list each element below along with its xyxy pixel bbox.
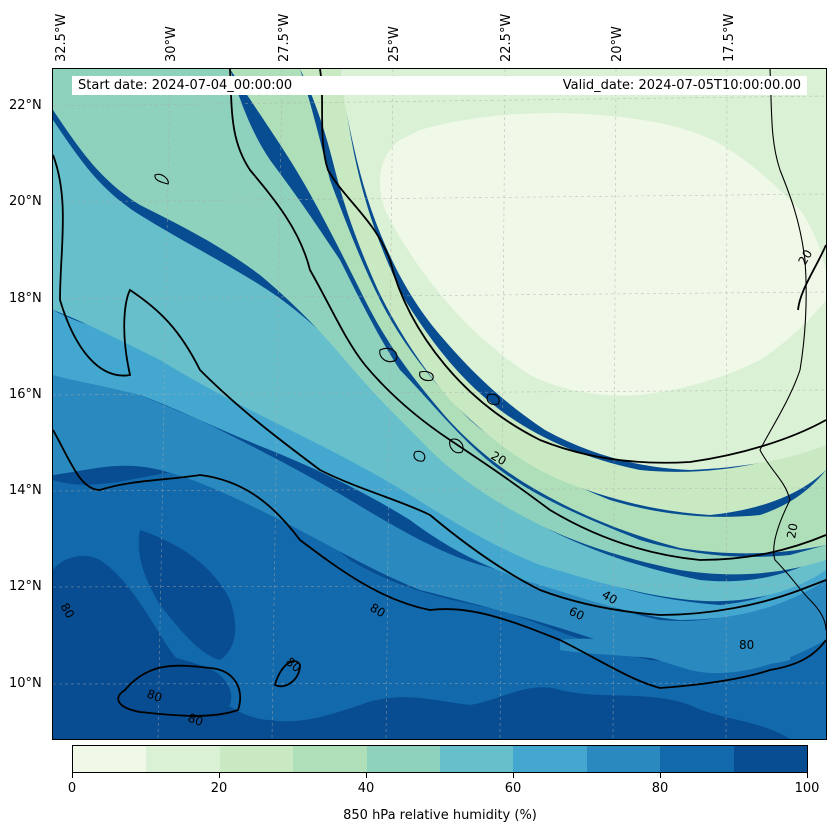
colorbar-tick-60 [513, 773, 514, 778]
contour-label-80-d: 80 [145, 687, 164, 705]
colorbar-ticklabel-80: 80 [651, 781, 669, 796]
band-30-40 [230, 69, 826, 554]
lon-label-17-5w: 17.5°W [722, 13, 737, 62]
contour-label-80-f: 80 [739, 638, 754, 652]
colorbar-tick-20 [219, 773, 220, 778]
contour-label-20-a: 20 [489, 448, 509, 468]
lon-label-22-5w: 22.5°W [499, 13, 514, 62]
contour-label-80-a: 80 [368, 600, 388, 620]
colorbar-ticklabel-60: 60 [504, 781, 522, 796]
coastline-africa [759, 69, 826, 631]
lon-label-27-5w: 27.5°W [277, 13, 292, 62]
colorbar-segment-5 [440, 746, 514, 772]
band-70-80 [53, 370, 826, 674]
lat-label-20n: 20°N [9, 194, 42, 209]
island-3 [486, 393, 500, 405]
colorbar-segment-1 [146, 746, 220, 772]
colorbar-label: 850 hPa relative humidity (%) [343, 808, 537, 823]
humidity-field: 20 20 20 40 60 80 80 80 80 80 80 [53, 69, 826, 739]
lon-label-32-5w: 32.5°W [54, 13, 69, 62]
contour-20 [319, 69, 826, 464]
island-2 [419, 371, 434, 382]
lat-label-16n: 16°N [9, 387, 42, 402]
colorbar-tick-40 [366, 773, 367, 778]
colorbar-segment-4 [366, 746, 441, 772]
contour-40 [229, 69, 826, 561]
band-50-60 [53, 120, 826, 602]
humidity-map: 20 20 20 40 60 80 80 80 80 80 80 [52, 68, 827, 740]
colorbar-ticklabel-100: 100 [794, 781, 820, 796]
lon-label-25w: 25°W [387, 26, 402, 62]
contour-20-east [797, 244, 826, 311]
band-80-90 [53, 470, 826, 739]
island-6 [154, 173, 169, 185]
lat-label-12n: 12°N [9, 579, 42, 594]
colorbar-tick-80 [660, 773, 661, 778]
contour-label-20-c: 20 [784, 522, 800, 539]
colorbar [72, 745, 808, 773]
colorbar-ticklabel-0: 0 [67, 781, 77, 796]
colorbar-segment-7 [586, 746, 661, 772]
lat-label-10n: 10°N [9, 676, 42, 691]
lon-label-30w: 30°W [164, 26, 179, 62]
date-info-box: Start date: 2024-07-04_00:00:00 Valid_da… [72, 76, 807, 95]
band-0-10 [380, 113, 826, 396]
contour-label-60: 60 [567, 604, 587, 623]
colorbar-segment-9 [733, 746, 808, 772]
contour-label-40: 40 [600, 587, 620, 607]
patch-dark-2 [138, 530, 236, 660]
patch-dark-1 [116, 640, 232, 712]
patch-mid-1 [560, 638, 790, 667]
colorbar-segment-8 [660, 746, 734, 772]
lon-label-20w: 20°W [610, 26, 625, 62]
contour-label-80-b: 80 [57, 601, 77, 621]
island-4 [449, 438, 464, 454]
contour-80 [53, 429, 826, 689]
start-date-text: Start date: 2024-07-04_00:00:00 [78, 78, 293, 93]
colorbar-segment-3 [293, 746, 367, 772]
colorbar-tick-100 [807, 773, 808, 778]
lat-label-22n: 22°N [9, 98, 42, 113]
colorbar-segment-6 [513, 746, 587, 772]
island-1 [379, 347, 398, 363]
island-5 [413, 450, 426, 462]
lat-label-14n: 14°N [9, 483, 42, 498]
contour-label-20-b: 20 [795, 247, 815, 267]
contour-80-island [117, 664, 242, 717]
colorbar-ticklabel-40: 40 [357, 781, 375, 796]
valid-date-text: Valid_date: 2024-07-05T10:00:00.00 [562, 78, 801, 93]
colorbar-segment-0 [73, 746, 147, 772]
colorbar-segment-2 [219, 746, 294, 772]
contour-label-80-e: 80 [186, 711, 205, 729]
colorbar-tick-0 [72, 773, 73, 778]
contour-60 [53, 154, 826, 616]
lat-label-18n: 18°N [9, 291, 42, 306]
colorbar-ticklabel-20: 20 [210, 781, 228, 796]
contour-80-small [273, 660, 301, 688]
band-40-50 [53, 69, 826, 575]
